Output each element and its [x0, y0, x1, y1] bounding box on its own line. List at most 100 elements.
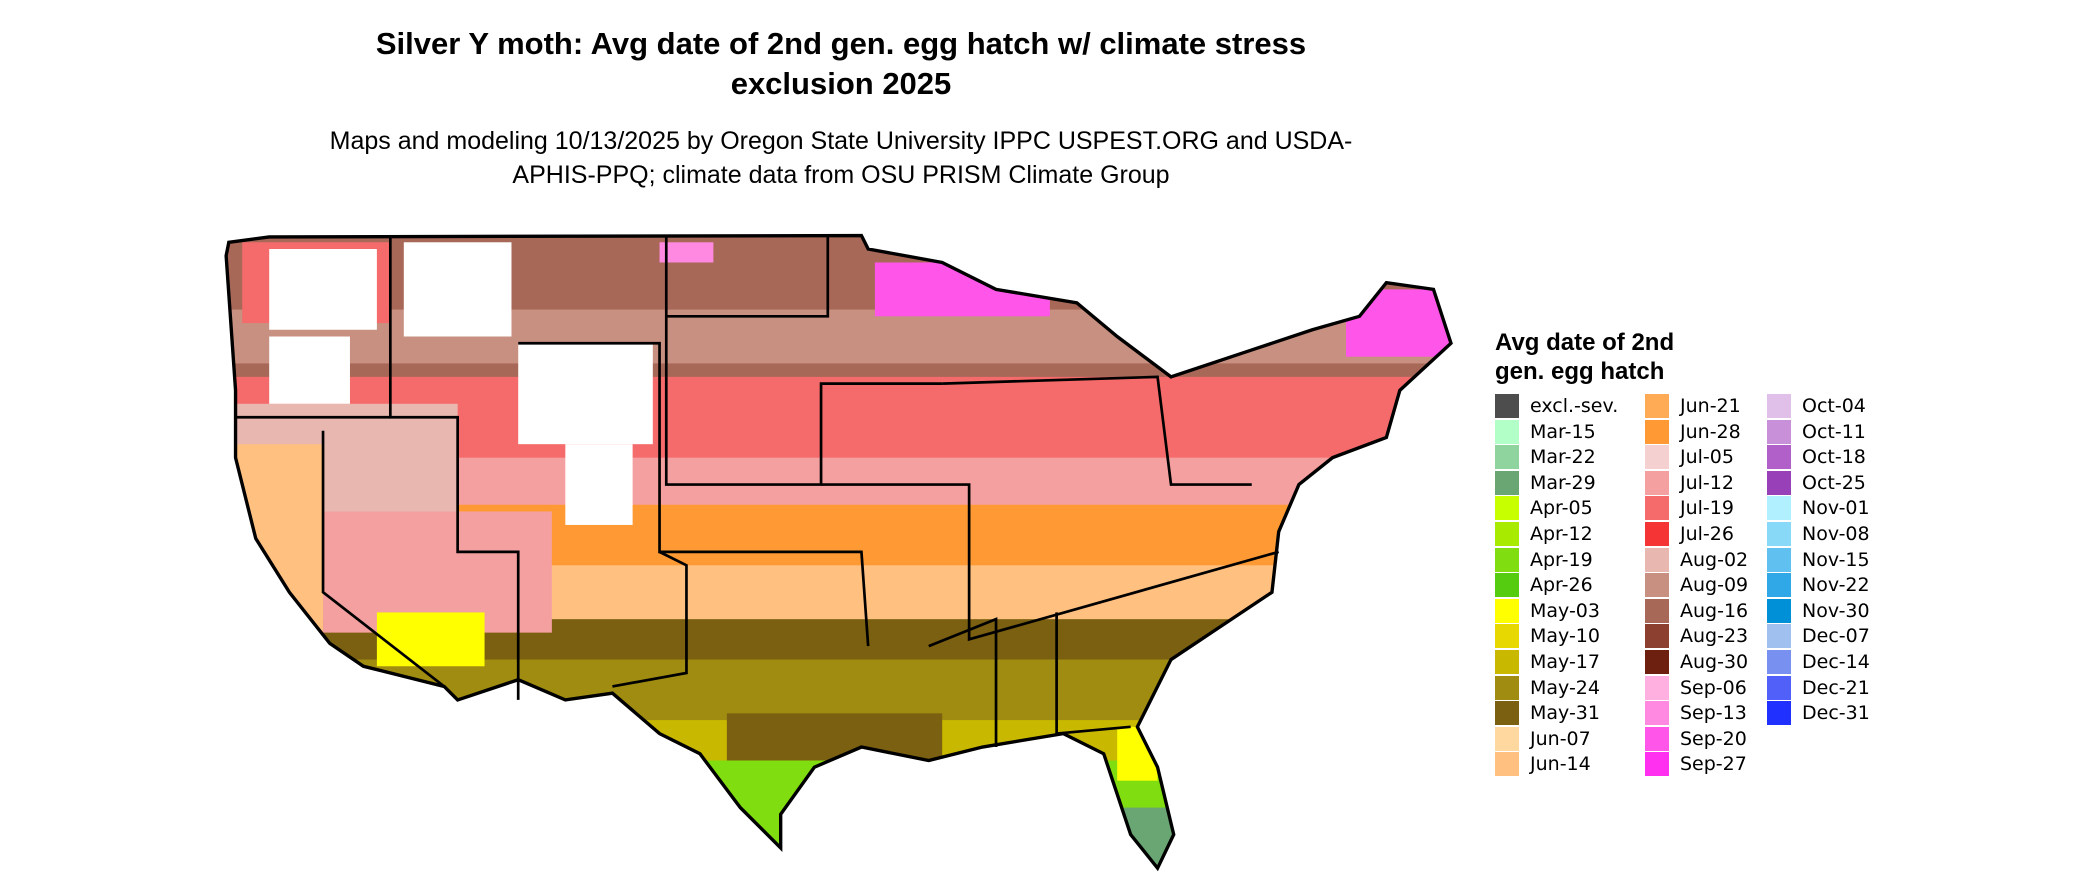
legend-label: May-31	[1530, 702, 1600, 725]
legend-swatch	[1767, 445, 1791, 470]
legend-label: Apr-12	[1530, 523, 1593, 545]
legend-label: Nov-01	[1802, 497, 1870, 520]
legend-entry: Nov-15	[1767, 547, 1870, 572]
legend-swatch	[1495, 547, 1519, 572]
legend-entry: Aug-09	[1645, 573, 1748, 598]
legend-label: Aug-23	[1680, 625, 1749, 648]
legend-label: Nov-30	[1802, 599, 1870, 622]
legend-label: Oct-18	[1802, 446, 1866, 469]
legend-swatch	[1767, 675, 1791, 700]
legend-entry: Dec-14	[1767, 650, 1870, 674]
legend-entry: Oct-18	[1767, 445, 1866, 470]
legend-entry: Nov-08	[1767, 522, 1870, 546]
legend-entry: Jun-21	[1645, 394, 1741, 418]
legend-swatch	[1645, 445, 1669, 470]
legend-entry: Nov-22	[1767, 573, 1870, 598]
legend-entry: Aug-23	[1645, 624, 1749, 649]
legend-entry: Oct-25	[1767, 470, 1866, 495]
legend-swatch	[1767, 701, 1791, 726]
legend-label: Nov-08	[1802, 523, 1870, 545]
legend-entry: Aug-16	[1645, 598, 1748, 623]
legend-entry: Jun-14	[1495, 752, 1591, 777]
legend-swatch	[1495, 624, 1519, 649]
legend-swatch	[1495, 573, 1519, 598]
legend-label: May-03	[1530, 599, 1600, 622]
legend-label: Apr-19	[1530, 548, 1593, 571]
legend-label: Mar-15	[1530, 420, 1596, 443]
legend-label: May-10	[1530, 625, 1600, 648]
legend-label: Jul-26	[1680, 523, 1734, 545]
legend-entry: Nov-30	[1767, 598, 1870, 623]
legend-swatch	[1645, 752, 1669, 777]
legend-entry: Apr-26	[1495, 573, 1593, 598]
legend-swatch	[1645, 419, 1669, 444]
legend-label: Jun-14	[1530, 753, 1591, 776]
legend-entry: Oct-04	[1767, 394, 1866, 418]
legend-label: Jun-07	[1530, 727, 1591, 750]
legend-label: May-24	[1530, 676, 1600, 699]
legend-entry: Dec-07	[1767, 624, 1870, 649]
legend-swatch	[1495, 598, 1519, 623]
legend-label: Nov-15	[1802, 548, 1870, 571]
legend-swatch	[1767, 598, 1791, 623]
legend-swatch	[1495, 675, 1519, 700]
legend-swatch	[1645, 650, 1669, 674]
legend-swatch	[1767, 573, 1791, 598]
legend-swatch	[1495, 726, 1519, 751]
legend-swatch	[1645, 470, 1669, 495]
legend-entry: Dec-31	[1767, 701, 1870, 726]
map	[224, 233, 1453, 872]
legend-entry: Jul-19	[1645, 496, 1734, 521]
legend-swatch	[1767, 470, 1791, 495]
legend-label: Dec-31	[1802, 702, 1870, 725]
legend-entry: Oct-11	[1767, 419, 1866, 444]
legend-entry: Mar-15	[1495, 419, 1596, 444]
legend-entry: May-03	[1495, 598, 1600, 623]
legend-entry: Aug-02	[1645, 547, 1749, 572]
legend-label: Oct-25	[1802, 471, 1866, 494]
legend-entry: Mar-22	[1495, 445, 1596, 470]
legend-label: Jul-12	[1680, 471, 1734, 494]
map-title: Silver Y moth: Avg date of 2nd gen. egg …	[375, 26, 1307, 101]
legend-entry: Sep-27	[1645, 752, 1747, 777]
legend-entry: Jul-05	[1645, 445, 1734, 470]
legend-swatch	[1645, 675, 1669, 700]
legend-swatch	[1495, 522, 1519, 546]
hatch-date-raster	[226, 235, 1451, 869]
legend-entry: Apr-19	[1495, 547, 1593, 572]
legend-entry: Sep-13	[1645, 701, 1747, 726]
legend-entry: Jul-12	[1645, 470, 1734, 495]
legend-swatch	[1645, 701, 1669, 726]
legend-swatch	[1495, 752, 1519, 777]
legend-swatch	[1767, 419, 1791, 444]
legend-swatch	[1767, 547, 1791, 572]
legend-label: May-17	[1530, 651, 1600, 673]
legend-entry: Apr-12	[1495, 522, 1593, 546]
legend-swatch	[1767, 394, 1791, 418]
legend-label: Sep-13	[1680, 702, 1747, 725]
legend-swatch	[1645, 726, 1669, 751]
legend-swatch	[1495, 470, 1519, 495]
legend-label: Jun-21	[1680, 395, 1741, 417]
legend-label: Dec-07	[1802, 625, 1870, 648]
legend-entry: Aug-30	[1645, 650, 1748, 674]
legend-label: Aug-02	[1680, 548, 1749, 571]
legend-swatch	[1767, 624, 1791, 649]
legend-swatch	[1495, 650, 1519, 674]
legend-entry: Jul-26	[1645, 522, 1734, 546]
legend-entry: Jun-07	[1495, 726, 1591, 751]
legend-label: Sep-06	[1680, 676, 1747, 699]
legend-label: Mar-22	[1530, 446, 1596, 469]
legend-label: Jun-28	[1680, 420, 1741, 443]
legend-label: excl.-sev.	[1530, 395, 1619, 417]
legend-label: Dec-21	[1802, 676, 1870, 699]
legend-swatch	[1767, 522, 1791, 546]
legend-entry: May-17	[1495, 650, 1600, 674]
legend-title: Avg date of 2nd gen. egg hatch	[1495, 329, 1675, 385]
legend-swatch	[1645, 522, 1669, 546]
legend-label: Sep-27	[1680, 753, 1747, 776]
legend-entry: Sep-06	[1645, 675, 1747, 700]
legend-entry: Mar-29	[1495, 470, 1596, 495]
legend-swatch	[1495, 445, 1519, 470]
